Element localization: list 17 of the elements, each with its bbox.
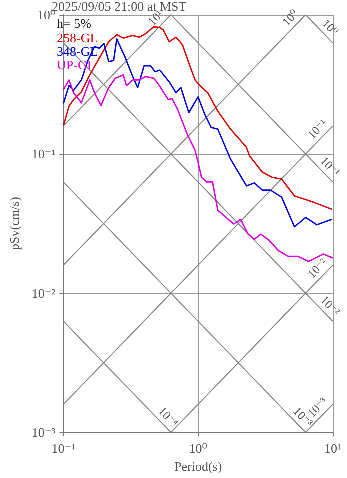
y-axis-title: pSv(cm/s) <box>7 197 22 251</box>
annotation: 10⁻¹ <box>318 154 344 180</box>
annotation: 10⁻¹ <box>304 116 330 142</box>
x-tick-label: 10⁰ <box>189 441 208 456</box>
annotation: 10⁻⁴ <box>156 404 182 430</box>
y-tick-label: 10⁻¹ <box>32 146 56 162</box>
series-label: 258-GL <box>57 30 98 46</box>
x-axis-title: Period(s) <box>174 459 222 474</box>
annotation: 10⁻² <box>304 255 330 282</box>
annotation: 10⁰ <box>279 7 302 29</box>
annotation: 10⁻² <box>318 293 344 319</box>
annotation: 10⁰ <box>320 16 342 39</box>
x-tick-label: 10¹ <box>324 441 342 456</box>
y-tick-label: 10⁰ <box>37 8 56 22</box>
x-tick-label: 10⁻¹ <box>52 441 76 456</box>
y-tick-label: 10⁻³ <box>32 425 56 440</box>
y-tick-label: 10⁻² <box>32 286 56 301</box>
